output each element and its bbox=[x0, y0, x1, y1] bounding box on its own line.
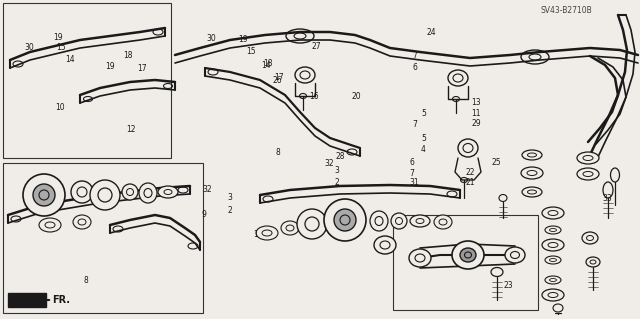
Text: 4: 4 bbox=[421, 145, 426, 154]
Ellipse shape bbox=[452, 241, 484, 269]
Ellipse shape bbox=[370, 211, 388, 231]
Ellipse shape bbox=[158, 186, 178, 198]
Text: 24: 24 bbox=[427, 28, 436, 37]
Ellipse shape bbox=[90, 180, 120, 210]
Text: 33: 33 bbox=[603, 194, 612, 203]
Text: 10: 10 bbox=[56, 103, 65, 112]
Ellipse shape bbox=[460, 248, 476, 262]
Text: SV43-B2710B: SV43-B2710B bbox=[541, 6, 593, 15]
Text: 2: 2 bbox=[334, 178, 339, 187]
Text: 7: 7 bbox=[412, 51, 417, 60]
Ellipse shape bbox=[522, 150, 542, 160]
Text: 5: 5 bbox=[421, 134, 426, 143]
Text: 1: 1 bbox=[253, 230, 257, 239]
Text: 29: 29 bbox=[471, 119, 481, 128]
Text: 11: 11 bbox=[471, 109, 481, 118]
Ellipse shape bbox=[458, 139, 478, 157]
Ellipse shape bbox=[545, 276, 561, 284]
Ellipse shape bbox=[410, 215, 430, 227]
Text: 32: 32 bbox=[202, 185, 212, 194]
Text: 26: 26 bbox=[273, 76, 282, 85]
Text: 30: 30 bbox=[206, 34, 216, 43]
Text: 15: 15 bbox=[246, 48, 256, 56]
Text: 5: 5 bbox=[421, 109, 426, 118]
Text: 8: 8 bbox=[83, 276, 88, 285]
Polygon shape bbox=[8, 293, 46, 307]
Text: 30: 30 bbox=[24, 43, 34, 52]
Ellipse shape bbox=[139, 183, 157, 203]
Text: 6: 6 bbox=[412, 63, 417, 72]
Text: 8: 8 bbox=[275, 148, 280, 157]
Bar bbox=[393, 215, 538, 310]
Ellipse shape bbox=[586, 257, 600, 267]
Ellipse shape bbox=[374, 236, 396, 254]
Ellipse shape bbox=[73, 215, 91, 229]
Text: 21: 21 bbox=[466, 178, 476, 187]
Ellipse shape bbox=[582, 232, 598, 244]
Ellipse shape bbox=[122, 184, 138, 200]
Ellipse shape bbox=[577, 168, 599, 180]
Bar bbox=[3, 163, 203, 313]
Text: 25: 25 bbox=[492, 158, 501, 167]
Text: 9: 9 bbox=[202, 210, 207, 219]
Text: 20: 20 bbox=[351, 92, 361, 101]
Text: 28: 28 bbox=[335, 152, 345, 161]
Text: 12: 12 bbox=[126, 125, 136, 134]
Ellipse shape bbox=[542, 207, 564, 219]
Ellipse shape bbox=[542, 289, 564, 301]
Text: 17: 17 bbox=[274, 73, 284, 82]
Text: 27: 27 bbox=[312, 42, 321, 51]
Ellipse shape bbox=[545, 226, 561, 234]
Text: 17: 17 bbox=[138, 64, 147, 73]
Ellipse shape bbox=[542, 239, 564, 251]
Ellipse shape bbox=[39, 218, 61, 232]
Ellipse shape bbox=[23, 174, 65, 216]
Text: 23: 23 bbox=[504, 281, 513, 290]
Ellipse shape bbox=[295, 67, 315, 83]
Ellipse shape bbox=[409, 249, 431, 267]
Ellipse shape bbox=[256, 226, 278, 240]
Text: 18: 18 bbox=[123, 51, 132, 60]
Text: 31: 31 bbox=[410, 178, 419, 187]
Ellipse shape bbox=[334, 209, 356, 231]
Text: 15: 15 bbox=[56, 43, 66, 52]
Text: 19: 19 bbox=[238, 35, 248, 44]
Text: 3: 3 bbox=[228, 193, 233, 202]
Text: 19: 19 bbox=[106, 62, 115, 71]
Ellipse shape bbox=[545, 256, 561, 264]
Ellipse shape bbox=[391, 213, 407, 229]
Text: 18: 18 bbox=[264, 59, 273, 68]
Ellipse shape bbox=[505, 247, 525, 263]
Text: 13: 13 bbox=[471, 98, 481, 107]
Text: 16: 16 bbox=[309, 92, 319, 101]
Text: 19: 19 bbox=[53, 33, 63, 42]
Text: FR.: FR. bbox=[52, 295, 70, 305]
Text: 7: 7 bbox=[410, 169, 415, 178]
Ellipse shape bbox=[577, 152, 599, 164]
Text: 32: 32 bbox=[324, 159, 334, 168]
Ellipse shape bbox=[297, 209, 327, 239]
Ellipse shape bbox=[434, 215, 452, 229]
Ellipse shape bbox=[281, 221, 299, 235]
Ellipse shape bbox=[33, 184, 55, 206]
Ellipse shape bbox=[448, 70, 468, 86]
Ellipse shape bbox=[71, 181, 93, 203]
Text: 22: 22 bbox=[466, 168, 476, 177]
Text: 14: 14 bbox=[65, 56, 75, 64]
Ellipse shape bbox=[521, 167, 543, 179]
Text: 7: 7 bbox=[412, 120, 417, 129]
Text: 14: 14 bbox=[261, 61, 271, 70]
Ellipse shape bbox=[522, 187, 542, 197]
Bar bbox=[3, 3, 171, 158]
Text: 2: 2 bbox=[228, 206, 232, 215]
Ellipse shape bbox=[324, 199, 366, 241]
Text: 6: 6 bbox=[410, 158, 415, 167]
Text: 3: 3 bbox=[334, 166, 339, 175]
